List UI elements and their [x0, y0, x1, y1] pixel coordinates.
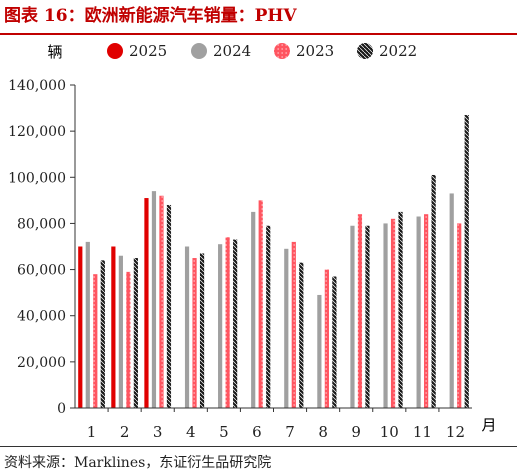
bar-2022-11	[431, 174, 436, 408]
legend-marker-2023	[274, 43, 290, 59]
x-axis-label: 月	[481, 416, 496, 434]
legend-label-2024: 2024	[213, 42, 251, 60]
chart-title: 图表 16：欧洲新能源汽车销量：PHV	[4, 6, 297, 26]
y-tick-label: 60,000	[17, 263, 66, 279]
y-axis-label: 辆	[47, 43, 62, 61]
y-tick-label: 120,000	[8, 124, 66, 140]
bar-2025-2	[111, 246, 116, 408]
bar-2025-1	[78, 246, 83, 408]
x-tick-label: 5	[219, 423, 229, 441]
title-divider	[0, 33, 517, 35]
bar-2023-12	[457, 223, 462, 408]
y-tick-label: 0	[57, 401, 66, 417]
legend-marker-2022	[357, 43, 373, 59]
legend-label-2023: 2023	[296, 42, 334, 60]
y-tick-label: 20,000	[17, 355, 66, 371]
legend-marker-2025	[107, 43, 123, 59]
bar-2022-5	[233, 239, 238, 408]
y-tick-label: 40,000	[17, 309, 66, 325]
bar-2024-2	[118, 255, 123, 408]
bar-2024-8	[317, 294, 322, 408]
bar-2024-4	[184, 246, 190, 408]
bar-2022-12	[464, 114, 469, 408]
bar-2024-12	[449, 193, 454, 408]
x-tick-label: 11	[413, 423, 432, 441]
x-tick-label: 4	[186, 423, 196, 441]
legend-label-2025: 2025	[129, 42, 167, 60]
x-tick-label: 6	[252, 423, 262, 441]
legend-label-2022: 2022	[379, 42, 417, 60]
bar-2024-6	[251, 211, 256, 408]
bar-2024-11	[416, 216, 421, 408]
bar-2022-1	[100, 260, 105, 408]
bar-2024-1	[85, 241, 90, 408]
y-tick-label: 80,000	[17, 216, 66, 232]
x-tick-label: 10	[380, 423, 399, 441]
legend-marker-2024	[191, 43, 207, 59]
bar-2023-10	[390, 218, 396, 408]
bar-2023-5	[225, 237, 230, 408]
bar-2023-7	[291, 241, 296, 408]
bar-2023-11	[424, 214, 429, 408]
bar-2024-3	[151, 191, 157, 408]
bar-2022-7	[299, 262, 304, 408]
x-tick-label: 9	[351, 423, 361, 441]
bar-2024-7	[284, 248, 289, 408]
bars	[78, 114, 469, 408]
bar-2023-3	[159, 195, 164, 408]
x-tick-label: 3	[153, 423, 163, 441]
bar-2022-8	[332, 276, 337, 408]
x-axis: 1 2 3 4 5 6 7 8 9 10 11 12	[75, 407, 472, 441]
bar-2022-2	[133, 258, 138, 408]
bar-2024-9	[350, 225, 355, 408]
bar-2024-10	[383, 223, 388, 408]
bar-2025-3	[144, 198, 149, 408]
bar-2023-2	[126, 271, 131, 408]
bar-2022-4	[199, 253, 205, 408]
y-tick-label: 140,000	[8, 78, 66, 94]
bar-chart: 2025 2024 2023 2022 辆 020,00040,00060,00080…	[8, 42, 496, 441]
bar-2023-6	[258, 200, 263, 408]
footer-divider	[0, 446, 517, 447]
y-axis: 0 20,000 40,000 60,000 80,000 100,000 120,000 1…	[8, 78, 76, 417]
x-tick-label: 8	[318, 423, 328, 441]
bar-2023-1	[93, 274, 98, 408]
x-tick-label: 1	[87, 423, 97, 441]
bar-2022-6	[266, 225, 271, 408]
bar-2022-3	[166, 204, 172, 408]
y-tick-label: 100,000	[8, 170, 66, 186]
bar-2023-8	[324, 269, 329, 408]
x-tick-label: 2	[120, 423, 130, 441]
bar-2023-9	[357, 214, 363, 408]
x-tick-label: 12	[446, 423, 465, 441]
bar-2023-4	[192, 258, 197, 408]
bar-2022-9	[365, 225, 370, 408]
bar-2022-10	[398, 211, 403, 408]
legend: 2025 2024 2023 2022	[107, 42, 417, 60]
source-note: 资料来源：Marklines，东证衍生品研究院	[4, 455, 272, 471]
x-tick-label: 7	[285, 423, 295, 441]
bar-2024-5	[218, 244, 223, 408]
